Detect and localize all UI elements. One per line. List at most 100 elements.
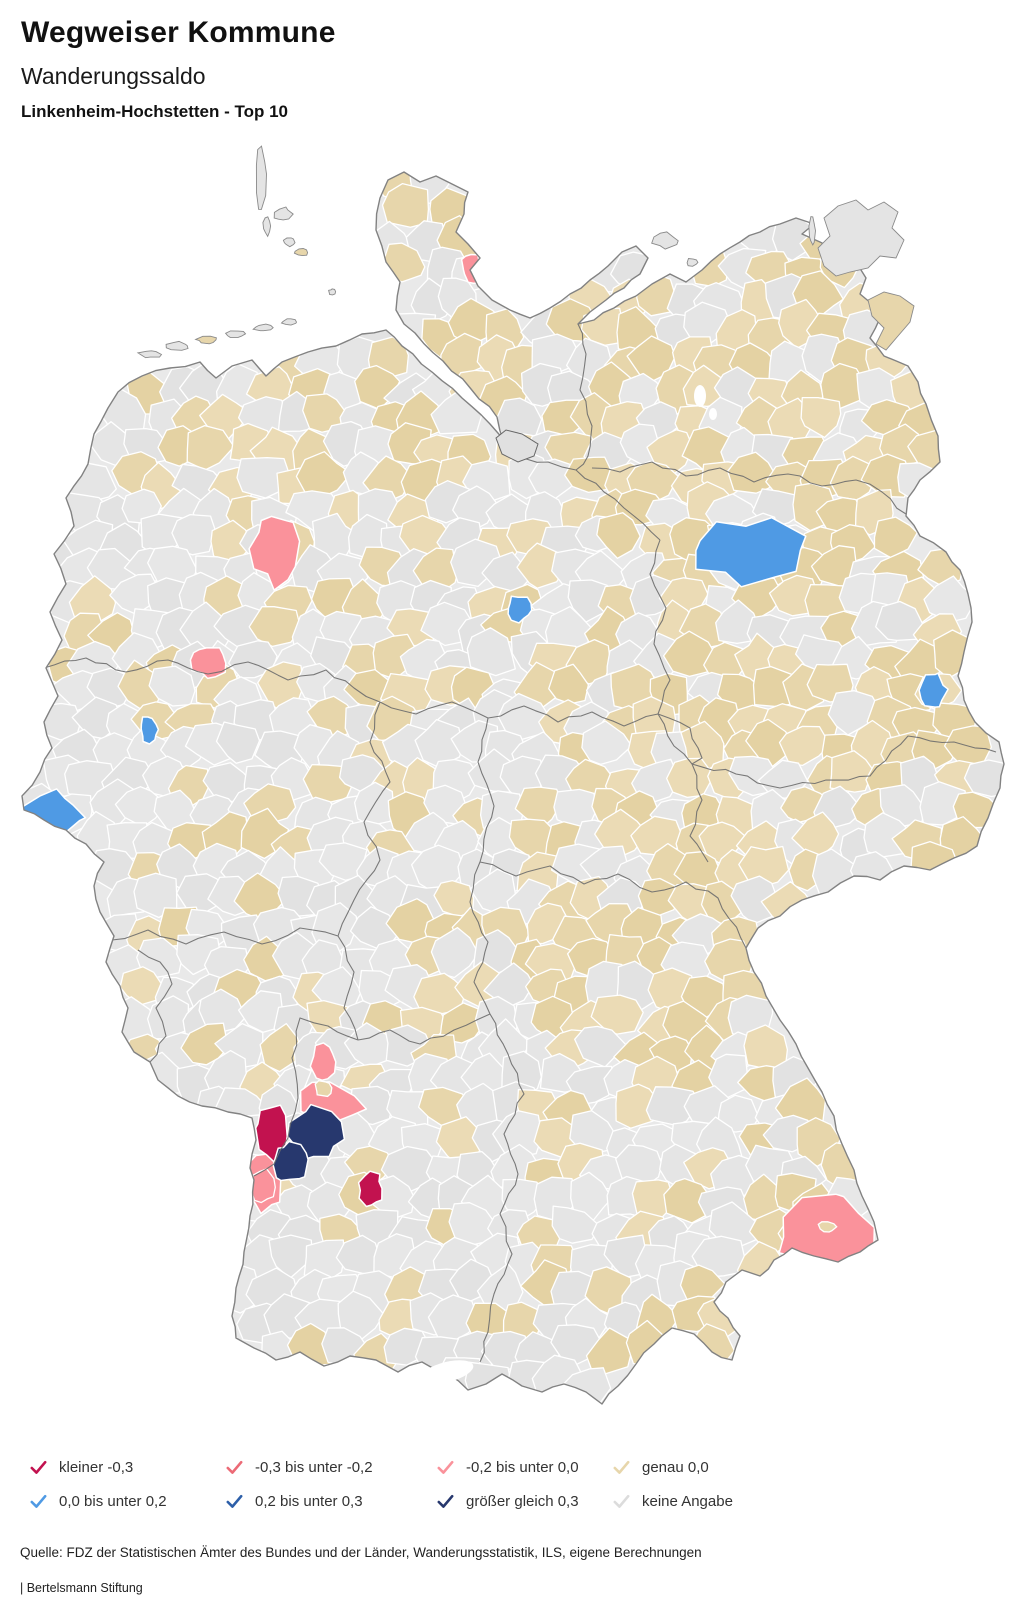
legend: kleiner -0,3 -0,3 bis unter -0,2 -0,2 bis … — [30, 1456, 913, 1512]
district-cell — [109, 573, 162, 616]
district-cell — [574, 1025, 629, 1068]
check-icon — [437, 1494, 454, 1508]
check-icon — [613, 1494, 630, 1508]
district-cell — [214, 1022, 264, 1069]
map-region[interactable] — [918, 672, 949, 708]
island — [165, 340, 189, 351]
legend-item-label: keine Angabe — [642, 1492, 733, 1510]
district-cell — [768, 574, 819, 617]
district-cell — [430, 926, 480, 979]
lake — [709, 408, 717, 420]
district-cell — [631, 758, 681, 803]
legend-item-label: 0,0 bis unter 0,2 — [59, 1492, 167, 1510]
check-icon — [613, 1460, 630, 1474]
check-icon — [30, 1494, 47, 1508]
map-region[interactable] — [695, 516, 807, 588]
district-cell — [343, 1022, 400, 1069]
district-cell — [778, 725, 831, 767]
district-cell — [483, 962, 535, 1008]
district-cell — [626, 335, 676, 385]
region-hamburg[interactable] — [495, 429, 539, 463]
legend-item-label: größer gleich 0,3 — [466, 1492, 579, 1510]
legend-item-p02_03[interactable]: 0,2 bis unter 0,3 — [226, 1490, 437, 1512]
map-region[interactable] — [189, 647, 227, 680]
legend-item-label: -0,3 bis unter -0,2 — [255, 1458, 373, 1476]
island — [280, 318, 298, 326]
legend-item-lt_m03[interactable]: kleiner -0,3 — [30, 1456, 226, 1478]
legend-item-label: 0,2 bis unter 0,3 — [255, 1492, 363, 1510]
district-cell — [829, 750, 874, 793]
legend-item-p00_02[interactable]: 0,0 bis unter 0,2 — [30, 1490, 226, 1512]
map-region[interactable] — [314, 1080, 333, 1098]
map-region[interactable] — [140, 716, 160, 745]
district-cell — [590, 994, 644, 1035]
check-icon — [30, 1460, 47, 1474]
district-cell — [215, 721, 261, 764]
island — [808, 216, 816, 246]
district-cell — [923, 575, 978, 623]
district-cell — [514, 786, 563, 830]
check-icon — [437, 1460, 454, 1474]
district-cell — [259, 1022, 303, 1073]
district-cell — [198, 988, 247, 1032]
district-cell — [581, 720, 633, 766]
district-cell — [295, 451, 353, 499]
map-region[interactable] — [309, 1042, 337, 1081]
legend-item-eq_00[interactable]: genau 0,0 — [613, 1456, 913, 1478]
islands — [136, 145, 915, 359]
district-cell — [594, 808, 648, 858]
district-cell — [800, 396, 842, 439]
district-cell — [171, 513, 217, 556]
header: Wegweiser Kommune Wanderungssaldo Linken… — [21, 16, 336, 122]
map-region[interactable] — [357, 1170, 383, 1208]
app-title: Wegweiser Kommune — [21, 16, 336, 49]
district-cell — [933, 629, 977, 679]
district-cell — [186, 424, 235, 471]
district-cell — [596, 512, 641, 559]
legend-item-na[interactable]: keine Angabe — [613, 1490, 913, 1512]
island — [252, 323, 274, 332]
island — [651, 231, 679, 250]
legend-item-label: genau 0,0 — [642, 1458, 709, 1476]
map-region[interactable] — [248, 515, 301, 591]
legend-item-label: kleiner -0,3 — [59, 1458, 134, 1476]
district-cell — [730, 875, 780, 925]
legend-item-ge_03[interactable]: größer gleich 0,3 — [437, 1490, 613, 1512]
legend-item-m02_00[interactable]: -0,2 bis unter 0,0 — [437, 1456, 613, 1478]
district-cell — [662, 630, 716, 678]
island — [293, 248, 309, 257]
map-subtitle: Wanderungssaldo — [21, 63, 206, 89]
district-cell — [548, 663, 590, 705]
map-selection-label: Linkenheim-Hochstetten - Top 10 — [21, 102, 288, 121]
district-cell — [236, 456, 292, 499]
district-cell — [114, 786, 168, 828]
lake-mueritz — [694, 385, 706, 407]
district-cell — [68, 575, 117, 625]
district-cell — [919, 781, 967, 826]
district-cell — [820, 362, 865, 410]
district-cell — [268, 1234, 313, 1279]
island-usedom — [867, 291, 915, 351]
district-cell — [466, 627, 516, 677]
highlight-regions — [22, 253, 949, 1275]
state-borders — [43, 323, 997, 1363]
legend-item-m03_m02[interactable]: -0,3 bis unter -0,2 — [226, 1456, 437, 1478]
lake-bodensee — [420, 1360, 474, 1384]
island — [686, 258, 699, 267]
district-cell — [663, 1177, 714, 1224]
district-cell — [248, 605, 302, 648]
check-icon — [226, 1460, 243, 1474]
island — [224, 330, 247, 338]
island — [273, 206, 294, 221]
legend-item-label: -0,2 bis unter 0,0 — [466, 1458, 579, 1476]
district-cell — [745, 718, 794, 769]
district-cell — [528, 458, 578, 502]
island — [262, 216, 272, 238]
district-cell — [564, 456, 616, 494]
district-cell — [570, 1171, 613, 1221]
map-region[interactable] — [817, 1221, 838, 1233]
country-border — [21, 171, 1005, 1405]
map-region[interactable] — [507, 595, 533, 624]
